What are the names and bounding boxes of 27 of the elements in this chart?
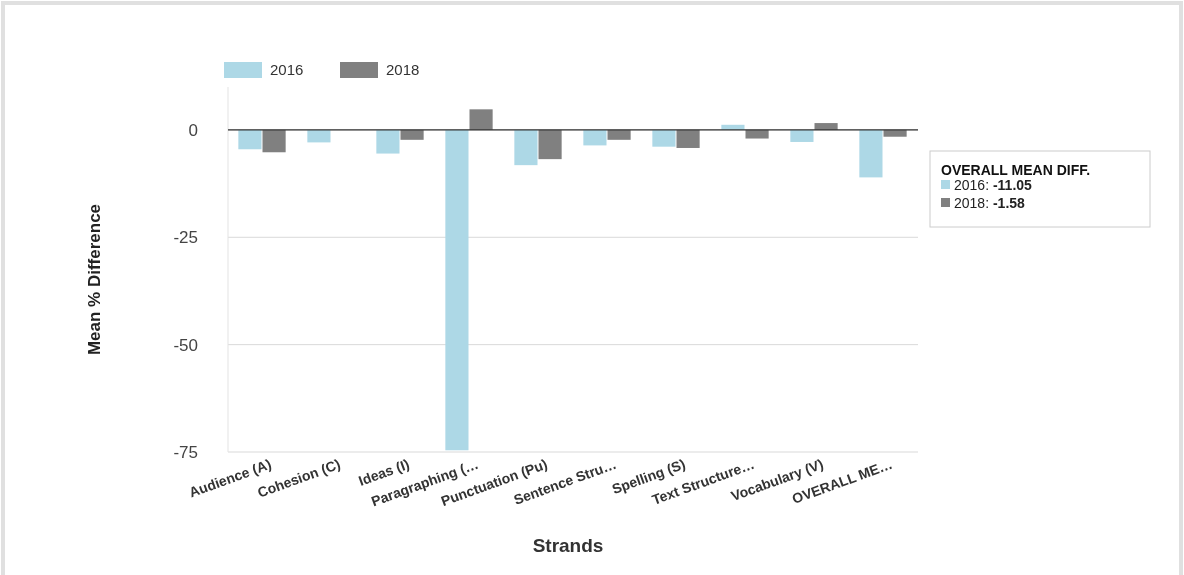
y-tick-label: -50: [173, 335, 198, 355]
bar: [607, 129, 631, 140]
y-axis-title: Mean % Difference: [85, 203, 104, 356]
text: OVERALL MEAN DIFF.: [941, 162, 1091, 178]
bar: [676, 129, 700, 148]
y-tick-label: -25: [173, 228, 198, 248]
legend-label: 2018: [386, 61, 420, 78]
bar: [238, 129, 262, 150]
bar: [445, 129, 469, 451]
bar: [469, 109, 493, 130]
bar: [652, 129, 676, 147]
y-tick-label: -75: [173, 442, 198, 462]
bar: [262, 129, 286, 153]
text: 2018: -1.58: [954, 195, 1026, 211]
bar: [307, 129, 331, 143]
bar: [400, 129, 424, 140]
bar: [376, 129, 400, 154]
text: 2016: -11.05: [954, 177, 1033, 193]
y-tick-label: 0: [188, 120, 198, 140]
bar: [538, 129, 562, 160]
bar: [790, 129, 814, 142]
bar: [514, 129, 538, 166]
bar: [745, 129, 769, 139]
x-axis-title: Strands: [532, 535, 604, 556]
legend-label: 2016: [270, 61, 304, 78]
bar: [859, 129, 883, 178]
bar: [583, 129, 607, 146]
